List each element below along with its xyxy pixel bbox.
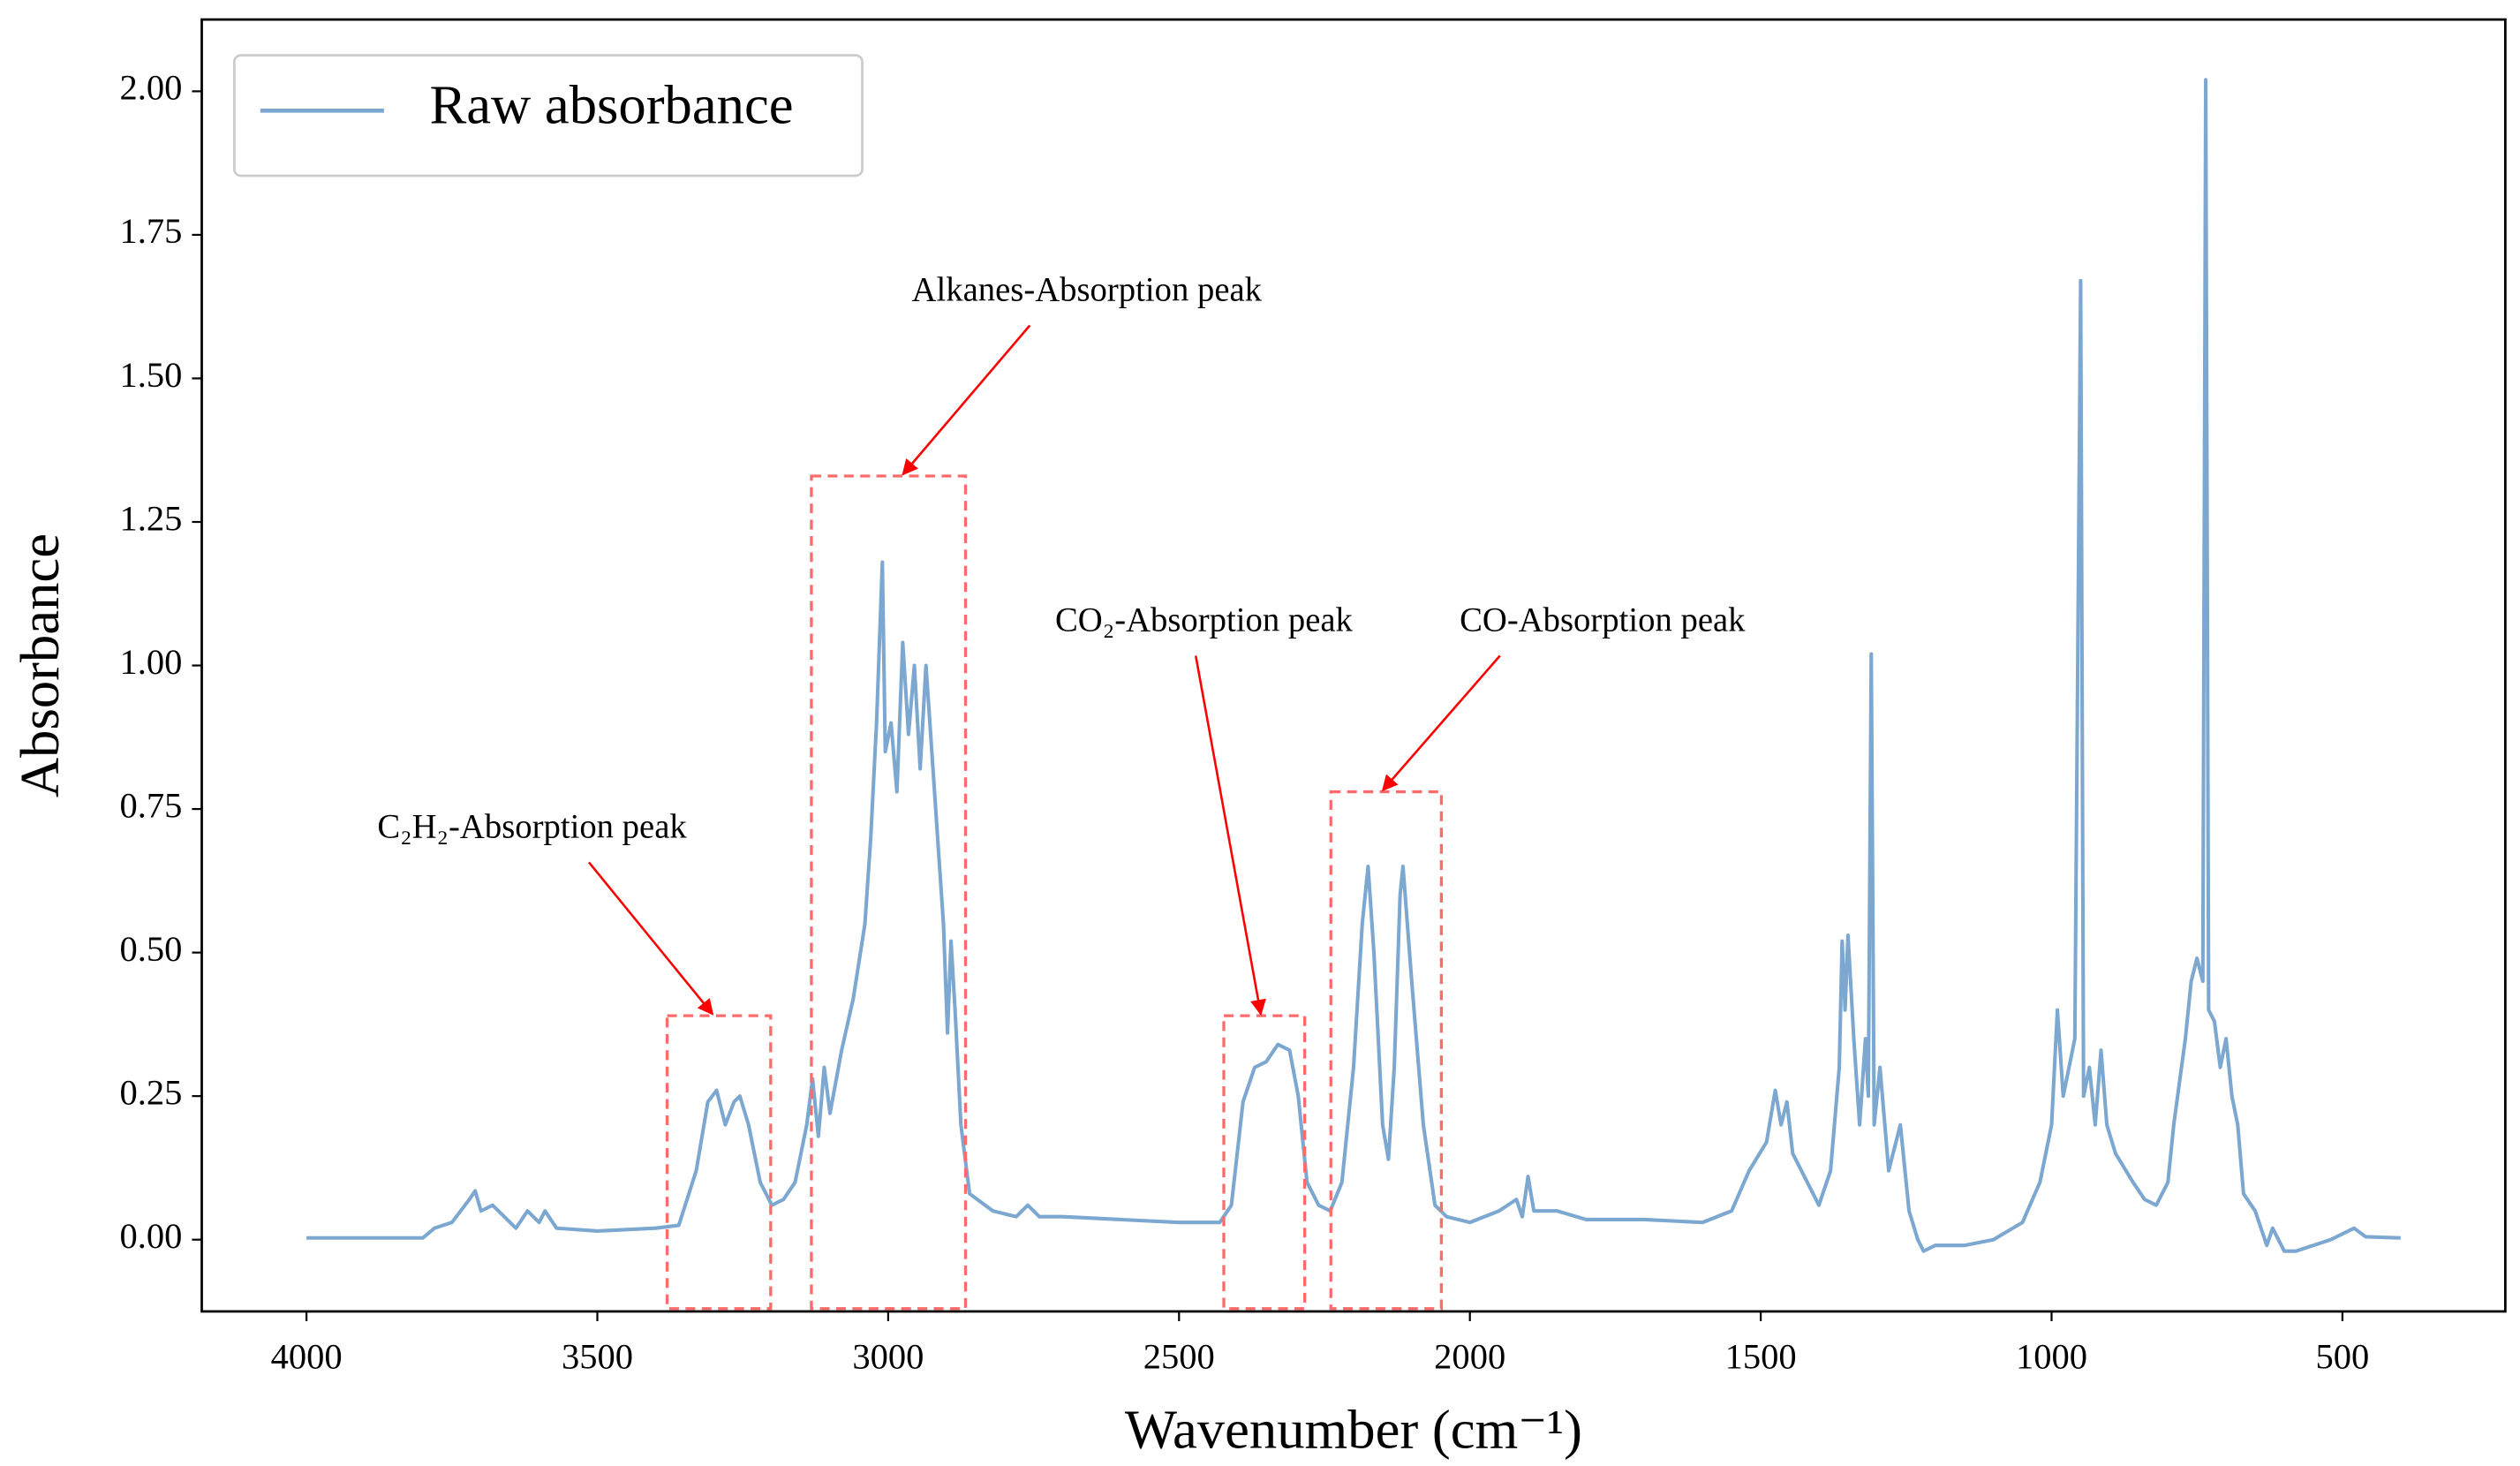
y-tick-label: 2.00	[120, 68, 183, 108]
spectrum-line	[306, 78, 2401, 1253]
y-tick-label: 1.75	[120, 211, 183, 251]
x-tick-label: 4000	[271, 1337, 343, 1377]
plot-frame	[200, 18, 2507, 1313]
annotation-arrow	[902, 324, 1031, 476]
annotation-text: CO₂-Absorption peak	[1055, 602, 1354, 639]
y-tick-label: 0.50	[120, 929, 183, 969]
x-tick-label: 500	[2316, 1337, 2370, 1377]
annotation-text: Alkanes-Absorption peak	[912, 272, 1263, 309]
peak-box	[1222, 1014, 1307, 1311]
peak-box	[1329, 790, 1444, 1311]
y-tick-label: 0.00	[120, 1216, 183, 1256]
annotation-text: CO-Absorption peak	[1460, 602, 1746, 639]
y-tick-label: 0.75	[120, 785, 183, 825]
x-tick-label: 1500	[1725, 1337, 1797, 1377]
x-tick-label: 3000	[852, 1337, 924, 1377]
legend-label: Raw absorbance	[429, 74, 793, 136]
y-tick-label: 0.25	[120, 1072, 183, 1112]
x-tick-label: 2500	[1143, 1337, 1215, 1377]
x-tick-label: 2000	[1434, 1337, 1505, 1377]
peak-box	[810, 474, 968, 1311]
x-tick-label: 1000	[2016, 1337, 2087, 1377]
annotation-text: C₂H₂-Absorption peak	[377, 808, 687, 845]
y-tick-label: 1.25	[120, 498, 183, 538]
annotation-arrow	[1194, 655, 1266, 1016]
x-tick-label: 3500	[562, 1337, 633, 1377]
peak-box	[665, 1014, 773, 1311]
annotation-arrow	[588, 861, 714, 1016]
y-tick-label: 1.00	[120, 642, 183, 682]
x-axis-label: Wavenumber (cm⁻¹)	[1125, 1398, 1582, 1460]
annotation-arrow	[1381, 654, 1501, 792]
y-axis-label: Absorbance	[9, 533, 71, 797]
legend-box	[232, 54, 864, 178]
y-tick-label: 1.50	[120, 355, 183, 395]
